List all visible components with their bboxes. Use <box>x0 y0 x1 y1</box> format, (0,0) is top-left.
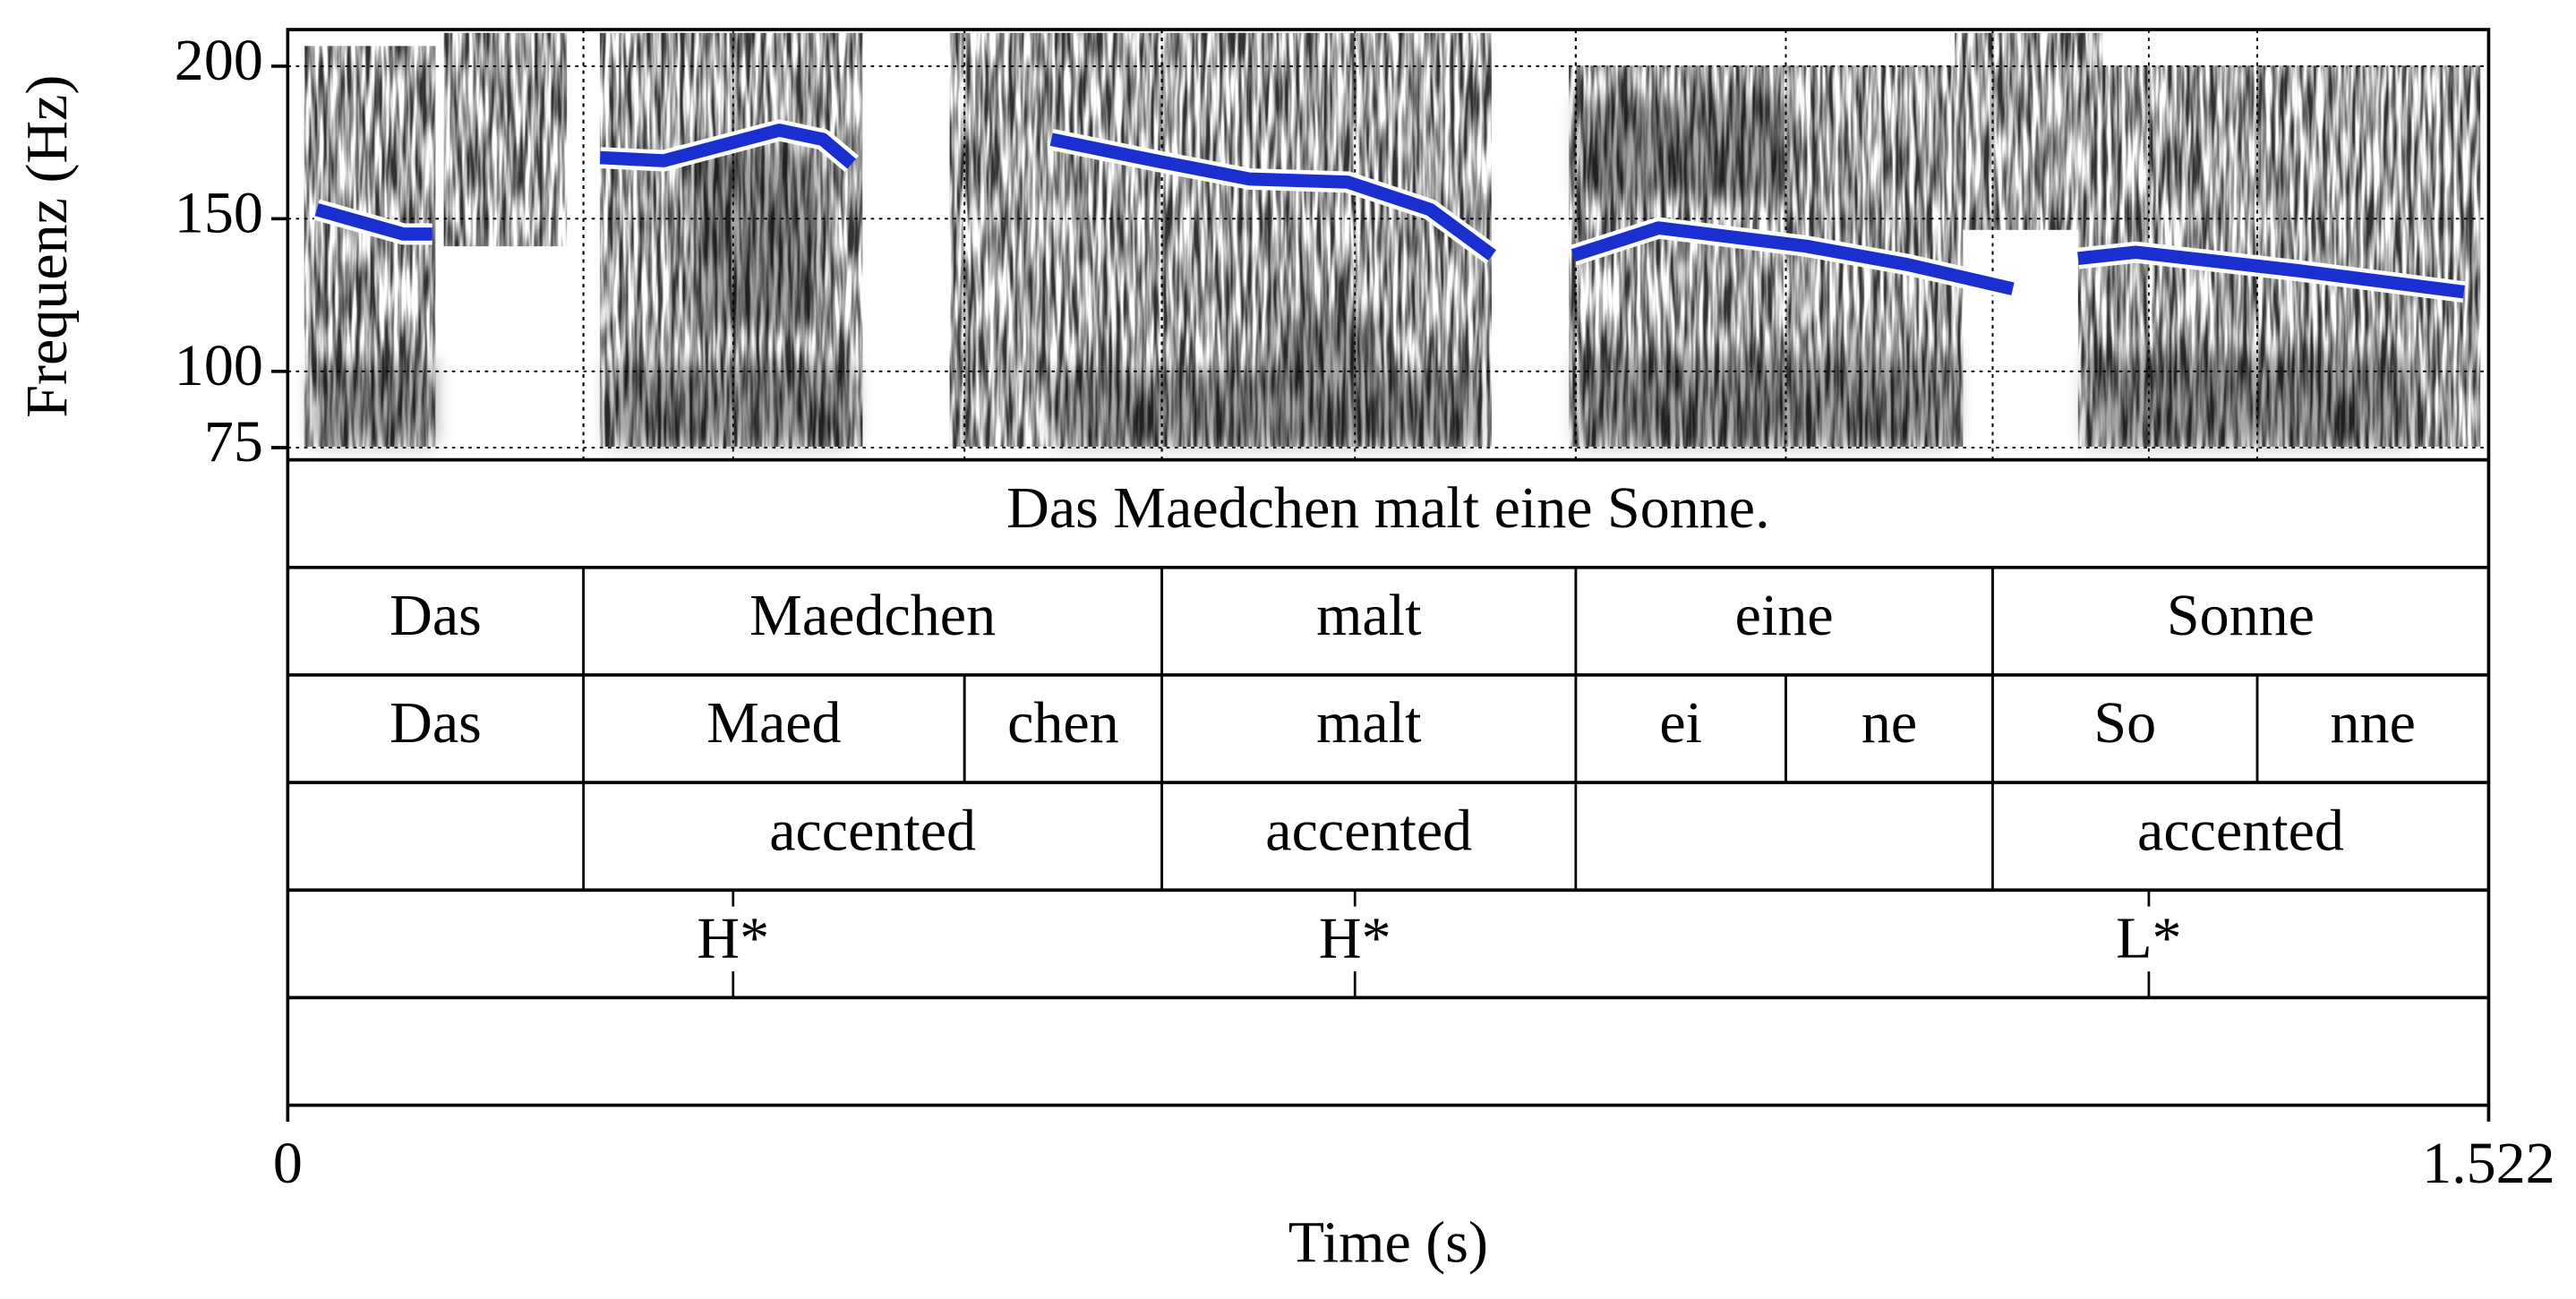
y-tick-label: 200 <box>175 28 263 93</box>
pitch-line <box>314 124 2465 299</box>
x-axis-label: Time (s) <box>1288 1209 1488 1275</box>
interval-label: accented <box>769 798 976 863</box>
interval-label: ei <box>1659 690 1702 756</box>
interval-label: Das Maedchen malt eine Sonne. <box>1006 475 1769 541</box>
point-label: H* <box>697 905 769 970</box>
interval-label: Das <box>389 690 482 756</box>
interval-label: Sonne <box>2167 583 2315 648</box>
y-tick-label: 100 <box>175 333 263 398</box>
interval-label: eine <box>1735 583 1834 648</box>
interval-label: So <box>2093 690 2156 756</box>
x-tick-label: 0 <box>273 1131 303 1196</box>
interval-label: Maed <box>706 690 841 756</box>
interval-label: malt <box>1316 583 1421 648</box>
interval-label: chen <box>1007 690 1119 756</box>
y-tick-label: 150 <box>175 181 263 246</box>
interval-label: nne <box>2331 690 2416 756</box>
interval-label: Maedchen <box>749 583 996 648</box>
point-label: H* <box>1319 905 1391 970</box>
interval-label: Das <box>389 583 482 648</box>
x-tick-label: 1.522 <box>2422 1131 2555 1196</box>
point-label: L* <box>2116 905 2181 970</box>
interval-label: malt <box>1316 690 1421 756</box>
interval-label: ne <box>1861 690 1917 756</box>
spectrogram-energy <box>312 98 2415 444</box>
y-axis-label: Frequenz (Hz) <box>14 75 80 418</box>
interval-label: accented <box>1265 798 1472 863</box>
interval-label: accented <box>2137 798 2344 863</box>
y-tick-label: 75 <box>204 409 263 474</box>
